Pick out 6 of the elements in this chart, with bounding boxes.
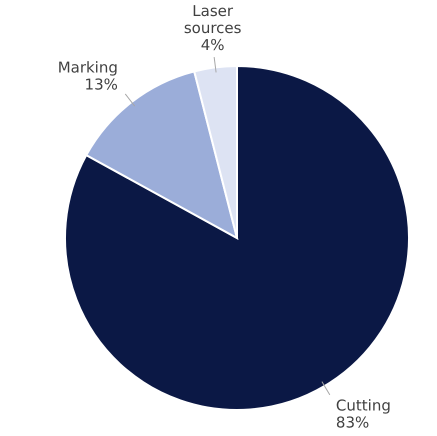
data-label: 83%	[336, 413, 370, 432]
data-label: 4%	[200, 36, 225, 54]
slice-label: Marking	[58, 58, 118, 76]
slice-label: Cutting	[336, 396, 391, 414]
data-label: 13%	[84, 75, 118, 94]
slice-label: Laser sources	[184, 2, 242, 38]
